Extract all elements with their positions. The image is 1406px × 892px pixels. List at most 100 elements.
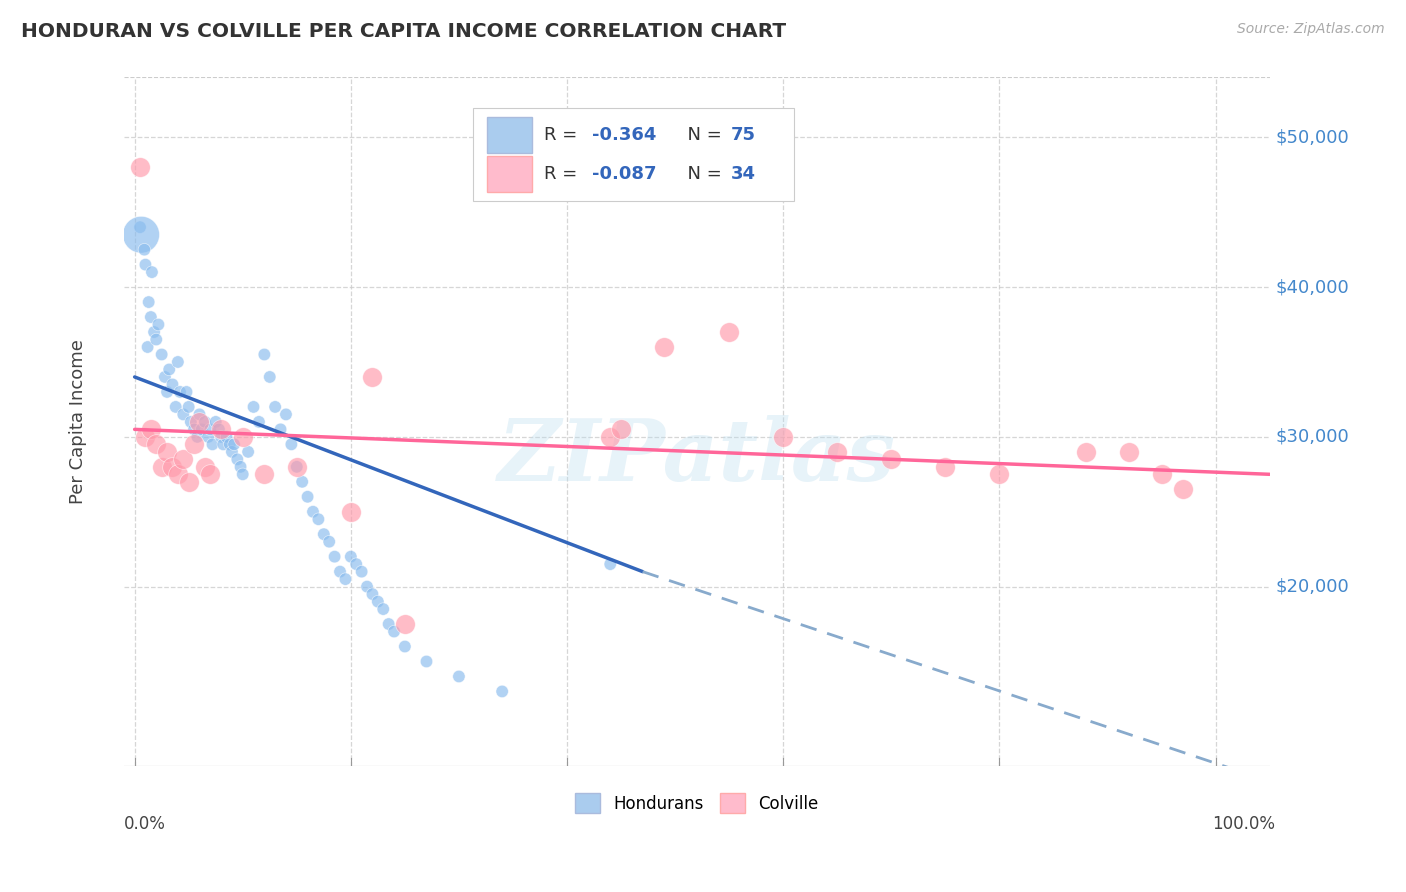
Point	[134, 258, 156, 272]
Point	[177, 475, 200, 489]
Point	[145, 437, 167, 451]
Point	[1118, 445, 1140, 459]
Point	[394, 640, 416, 654]
Point	[253, 467, 276, 482]
Point	[880, 452, 903, 467]
Text: 100.0%: 100.0%	[1212, 814, 1275, 832]
Point	[218, 437, 240, 451]
Point	[169, 384, 191, 399]
Text: 34: 34	[731, 165, 756, 183]
Point	[297, 490, 319, 504]
Point	[194, 415, 217, 429]
Point	[167, 355, 190, 369]
Point	[167, 467, 190, 482]
Point	[162, 377, 184, 392]
Text: HONDURAN VS COLVILLE PER CAPITA INCOME CORRELATION CHART: HONDURAN VS COLVILLE PER CAPITA INCOME C…	[21, 22, 786, 41]
Point	[148, 318, 170, 332]
Point	[143, 325, 166, 339]
Point	[141, 265, 163, 279]
Point	[232, 467, 254, 482]
Point	[232, 430, 254, 444]
Point	[335, 572, 357, 586]
Point	[361, 370, 384, 384]
Legend: Hondurans, Colville: Hondurans, Colville	[568, 787, 825, 820]
Text: $20,000: $20,000	[1275, 578, 1350, 596]
Point	[209, 422, 232, 436]
Point	[394, 617, 416, 632]
Point	[259, 370, 281, 384]
Point	[194, 459, 217, 474]
Point	[188, 408, 211, 422]
FancyBboxPatch shape	[474, 109, 794, 202]
Text: R =: R =	[544, 126, 583, 144]
Point	[1171, 483, 1194, 497]
Point	[183, 422, 205, 436]
Point	[221, 445, 243, 459]
Point	[176, 384, 198, 399]
Point	[165, 400, 187, 414]
Text: 0.0%: 0.0%	[124, 814, 166, 832]
Point	[340, 549, 363, 564]
Text: 75: 75	[731, 126, 756, 144]
Point	[323, 549, 346, 564]
Point	[447, 669, 470, 683]
Text: -0.364: -0.364	[592, 126, 657, 144]
Point	[197, 430, 219, 444]
Point	[291, 475, 314, 489]
Point	[312, 527, 335, 541]
Point	[610, 422, 633, 436]
Point	[285, 459, 308, 474]
Point	[491, 684, 513, 698]
Point	[825, 445, 848, 459]
Text: Source: ZipAtlas.com: Source: ZipAtlas.com	[1237, 22, 1385, 37]
Point	[138, 295, 160, 310]
Point	[150, 459, 173, 474]
Point	[377, 617, 399, 632]
Point	[367, 594, 389, 608]
Point	[344, 557, 367, 571]
Point	[382, 624, 405, 639]
Point	[177, 400, 200, 414]
Point	[318, 534, 340, 549]
Text: ZIPatlas: ZIPatlas	[498, 415, 896, 498]
Point	[264, 400, 287, 414]
Point	[307, 512, 329, 526]
Point	[274, 408, 297, 422]
Point	[134, 243, 156, 257]
Point	[157, 362, 180, 376]
Point	[350, 565, 373, 579]
Point	[329, 565, 352, 579]
Point	[356, 580, 378, 594]
Point	[236, 445, 259, 459]
Point	[229, 459, 252, 474]
Point	[139, 422, 162, 436]
Point	[129, 161, 152, 175]
Point	[285, 459, 308, 474]
Point	[1150, 467, 1173, 482]
Point	[280, 437, 302, 451]
Point	[129, 227, 152, 242]
Point	[188, 415, 211, 429]
Point	[153, 370, 176, 384]
Point	[134, 430, 156, 444]
Point	[172, 408, 194, 422]
Point	[373, 602, 395, 616]
Point	[186, 430, 208, 444]
Point	[222, 437, 245, 451]
Point	[599, 430, 621, 444]
Point	[145, 333, 167, 347]
Point	[183, 437, 205, 451]
Point	[718, 325, 741, 339]
FancyBboxPatch shape	[486, 156, 531, 192]
Point	[200, 422, 222, 436]
Point	[212, 437, 235, 451]
Point	[156, 445, 179, 459]
Point	[204, 415, 226, 429]
Text: N =: N =	[676, 126, 727, 144]
Point	[988, 467, 1011, 482]
Point	[226, 452, 249, 467]
Point	[162, 459, 184, 474]
Point	[136, 340, 159, 354]
Point	[129, 220, 152, 235]
Point	[415, 655, 437, 669]
